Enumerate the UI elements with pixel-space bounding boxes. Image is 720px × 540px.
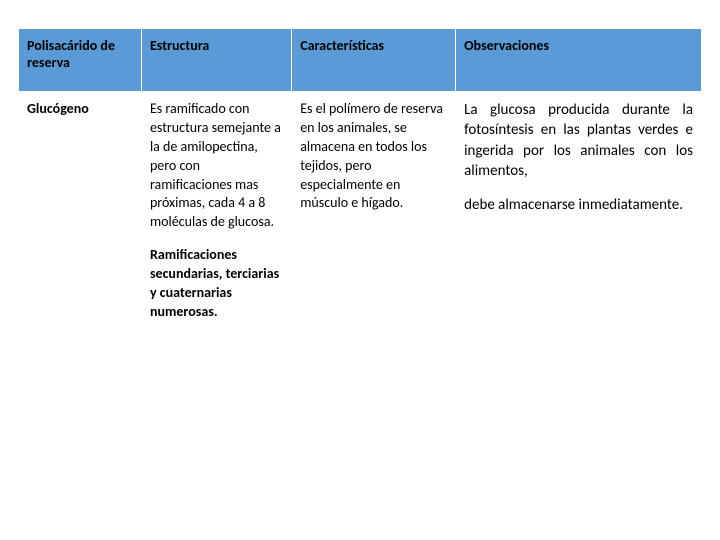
observaciones-paragraph-1: La glucosa producida durante la fotosínt… [464, 100, 693, 181]
col-header-observaciones: Observaciones [456, 29, 702, 92]
polysaccharide-table: Polisacárido de reserva Estructura Carac… [18, 28, 702, 330]
cell-name: Glucógeno [19, 92, 142, 330]
slide: Polisacárido de reserva Estructura Carac… [0, 0, 720, 540]
col-header-polisacarido: Polisacárido de reserva [19, 29, 142, 92]
cell-estructura: Es ramificado con estructura semejante a… [141, 92, 291, 330]
col-header-estructura: Estructura [141, 29, 291, 92]
observaciones-paragraph-2: debe almacenarse inmediatamente. [464, 195, 693, 215]
estructura-paragraph-2: Ramificaciones secundarias, terciarias y… [150, 246, 283, 322]
col-header-caracteristicas: Características [292, 29, 456, 92]
table-row: Glucógeno Es ramificado con estructura s… [19, 92, 702, 330]
cell-caracteristicas: Es el polímero de reserva en los animale… [292, 92, 456, 330]
estructura-paragraph-1: Es ramificado con estructura semejante a… [150, 100, 283, 232]
cell-observaciones: La glucosa producida durante la fotosínt… [456, 92, 702, 330]
table-header-row: Polisacárido de reserva Estructura Carac… [19, 29, 702, 92]
